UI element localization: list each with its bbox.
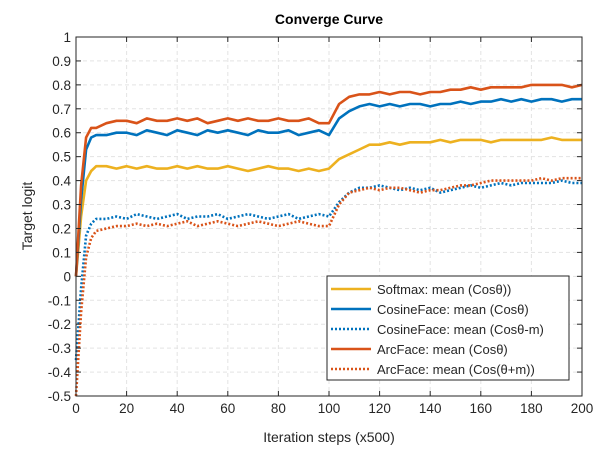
y-tick-label: 0.2 [52,221,71,236]
y-tick-label: 0.8 [52,78,71,93]
legend-label: CosineFace: mean (Cosθ-m) [377,322,544,337]
x-tick-label: 20 [119,401,134,416]
y-tick-label: 0.9 [52,54,71,69]
x-tick-label: 40 [170,401,185,416]
series-line-2 [74,179,582,361]
x-tick-label: 60 [220,401,235,416]
x-tick-label: 0 [72,401,80,416]
legend: Softmax: mean (Cosθ)) CosineFace: mean (C… [326,275,570,381]
y-axis-label: Target logit [19,182,35,251]
y-tick-label: 0.5 [52,150,71,165]
x-tick-label: 100 [318,401,341,416]
x-tick-label: 160 [470,401,493,416]
y-tick-label: -0.3 [48,341,71,356]
chart-title: Converge Curve [275,11,383,27]
y-tick-label: -0.2 [48,317,71,332]
legend-label: ArcFace: mean (Cosθ) [377,342,508,357]
axes: 0 20 40 60 80 100 120 140 160 180 200 -0.5 -0.4 -0.3 -… [48,30,594,416]
y-tick-label: 0.4 [52,174,71,189]
y-tick-label: -0.5 [48,389,71,404]
y-tick-label: 0.6 [52,126,71,141]
y-tick-label: 1 [63,30,71,45]
x-tick-label: 120 [368,401,391,416]
x-tick-label: 80 [271,401,286,416]
plot-frame [75,36,583,397]
y-tick-label: 0.1 [52,245,71,260]
y-tick-label: -0.4 [48,365,72,380]
y-tick-label: 0.7 [52,102,71,117]
legend-label: ArcFace: mean (Cos(θ+m)) [377,362,535,377]
x-tick-label: 200 [571,401,594,416]
x-axis-label: Iteration steps (x500) [263,429,395,445]
series-line-1 [74,97,582,277]
x-tick-label: 140 [419,401,442,416]
series-line-3 [74,83,583,277]
legend-label: CosineFace: mean (Cosθ) [377,302,529,317]
y-tick-label: 0 [63,269,71,284]
y-tick-label: 0.3 [52,198,71,213]
x-tick-label: 180 [520,401,543,416]
series-line-4 [74,176,582,397]
legend-label: Softmax: mean (Cosθ)) [377,282,511,297]
series-line-0 [74,136,582,277]
y-tick-label: -0.1 [48,293,71,308]
series-lines [74,83,583,397]
